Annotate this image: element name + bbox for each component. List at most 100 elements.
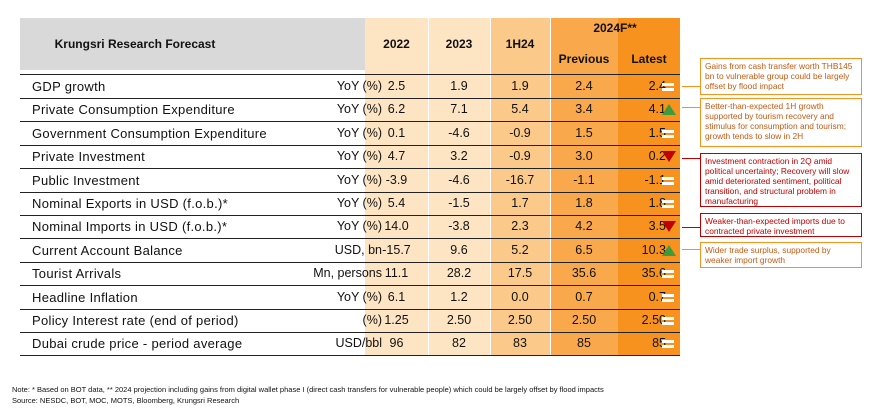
callout-connector — [682, 227, 700, 229]
cell-latest: 1.8 — [648, 196, 666, 210]
cell-v2023: 2.50 — [446, 313, 472, 327]
source-note: Source: NESDC, BOT, MOC, MOTS, Bloomberg… — [12, 396, 240, 405]
cell-v2022: 4.7 — [387, 149, 406, 164]
cell-v2023: -4.6 — [448, 125, 470, 140]
cell-v2023: 3.2 — [450, 149, 468, 164]
callout-connector — [682, 158, 700, 160]
cell-latest: 2.50 — [641, 313, 666, 327]
cell-v2023: 7.1 — [450, 102, 468, 117]
cell-prev: 6.5 — [575, 242, 593, 257]
cell-latest: 1.5 — [648, 125, 666, 140]
row-unit: YoY (%) — [336, 196, 382, 210]
row-unit: YoY (%) — [336, 219, 382, 234]
footnote: Note: * Based on BOT data, ** 2024 proje… — [12, 385, 604, 394]
arrow-up-icon — [662, 104, 676, 116]
callout-box: Better-than-expected 1H growth supported… — [700, 98, 862, 147]
cell-v2023: -1.5 — [448, 196, 470, 210]
callout-box: Wider trade surplus, supported by weaker… — [700, 242, 862, 268]
row-unit: (%) — [362, 313, 382, 327]
row-separator — [20, 97, 680, 100]
row-unit: USD/bbl — [335, 336, 382, 351]
cell-v1h24: 0.0 — [511, 289, 529, 304]
cell-prev: 1.5 — [575, 125, 593, 140]
row-separator — [20, 144, 680, 146]
cell-v1h24: 83 — [513, 336, 527, 351]
cell-prev: 35.6 — [571, 266, 597, 281]
cell-v1h24: 2.50 — [507, 313, 533, 327]
cell-v2022: 0.1 — [387, 125, 406, 140]
cell-prev: 2.50 — [571, 313, 597, 327]
callout-box: Investment contraction in 2Q amid politi… — [700, 153, 862, 207]
cell-latest: 85 — [652, 336, 666, 351]
cell-latest: -1.1 — [644, 172, 666, 187]
table-row: Headline Inflation YoY (%) 6.1 1.2 0.0 0.7 0.7 — [20, 286, 680, 309]
table-row: Nominal Imports in USD (f.o.b.)* YoY (%) 1… — [20, 215, 680, 238]
equal-icon — [662, 176, 674, 186]
callout-connector — [682, 86, 700, 88]
row-unit: USD, bn — [334, 242, 382, 257]
row-separator — [20, 214, 680, 217]
row-unit: YoY (%) — [336, 125, 382, 140]
row-label: Tourist Arrivals — [32, 266, 122, 282]
row-label: Private Investment — [32, 149, 146, 165]
cell-prev: 85 — [577, 336, 591, 351]
column-header-2022: 2022 — [383, 37, 410, 51]
callout-connector — [682, 107, 700, 109]
cell-v2022: -3.9 — [385, 172, 408, 187]
column-divider — [490, 18, 491, 356]
cell-v1h24: 5.2 — [511, 242, 529, 257]
equal-icon — [662, 339, 674, 349]
callout-box: Gains from cash transfer worth THB145 bn… — [700, 58, 862, 95]
cell-latest: 0.7 — [648, 289, 666, 304]
row-unit: YoY (%) — [336, 172, 382, 187]
cell-prev: 0.7 — [575, 289, 593, 304]
row-label: Private Consumption Expenditure — [32, 102, 235, 118]
cell-v2022: 6.1 — [387, 289, 406, 304]
equal-icon — [662, 269, 674, 279]
row-separator — [20, 121, 680, 123]
arrow-down-icon — [662, 151, 676, 163]
table-row: Nominal Exports in USD (f.o.b.)* YoY (%) 5… — [20, 192, 680, 215]
cell-v1h24: -16.7 — [505, 172, 535, 187]
callout-box: Weaker-than-expected imports due to cont… — [700, 213, 862, 237]
row-unit: Mn, persons — [313, 266, 382, 281]
row-separator — [20, 261, 680, 263]
cell-latest: 3.5 — [648, 219, 666, 234]
row-separator — [20, 74, 680, 76]
row-label: Government Consumption Expenditure — [32, 125, 267, 141]
row-unit: YoY (%) — [336, 149, 382, 164]
row-separator — [20, 191, 680, 193]
column-divider — [550, 18, 551, 356]
cell-v2022: 2.5 — [387, 79, 406, 93]
cell-v1h24: -0.9 — [509, 149, 531, 164]
row-unit: YoY (%) — [336, 102, 382, 117]
cell-v1h24: 2.3 — [511, 219, 529, 234]
table-row: GDP growth YoY (%) 2.5 1.9 1.9 2.4 2.4 — [20, 75, 680, 98]
row-unit: YoY (%) — [336, 289, 382, 304]
table-row: Current Account Balance USD, bn -15.7 9.6 5.… — [20, 239, 680, 262]
arrow-down-icon — [662, 221, 676, 233]
cell-prev: 3.4 — [575, 102, 593, 117]
row-separator — [20, 308, 680, 310]
column-header-previous: Previous — [558, 52, 610, 66]
table-row: Policy Interest rate (end of period) (%) 1… — [20, 309, 680, 332]
cell-prev: -1.1 — [573, 172, 595, 187]
cell-v1h24: -0.9 — [509, 125, 531, 140]
equal-icon — [662, 82, 674, 92]
row-unit: YoY (%) — [336, 79, 382, 93]
header-background — [20, 18, 365, 70]
cell-v2023: -4.6 — [448, 172, 470, 187]
cell-latest: 0.2 — [648, 149, 666, 164]
cell-v1h24: 17.5 — [507, 266, 533, 281]
cell-prev: 1.8 — [575, 196, 593, 210]
cell-v2023: 28.2 — [446, 266, 472, 281]
cell-v1h24: 5.4 — [511, 102, 529, 117]
cell-prev: 4.2 — [575, 219, 593, 234]
cell-latest: 2.4 — [648, 79, 666, 93]
table-row: Tourist Arrivals Mn, persons 11.1 28.2 17.5 3… — [20, 262, 680, 285]
row-separator — [20, 285, 680, 287]
row-label: Nominal Imports in USD (f.o.b.)* — [32, 219, 228, 235]
table-row: Private Investment YoY (%) 4.7 3.2 -0.9 3.0 0.… — [20, 145, 680, 168]
cell-v2023: -3.8 — [448, 219, 470, 234]
row-label: GDP growth — [32, 79, 106, 94]
